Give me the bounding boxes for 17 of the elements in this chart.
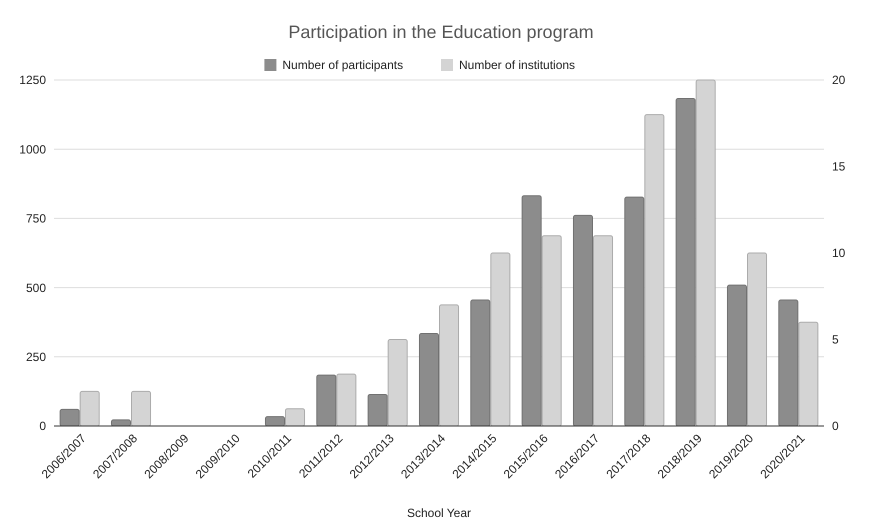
y-tick-label: 500	[26, 280, 46, 295]
y-tick-label: 1000	[19, 142, 46, 156]
legend-label: Number of participants	[282, 58, 404, 72]
y-tick-label: 0	[39, 419, 46, 434]
bar	[80, 390, 100, 426]
y-tick-label: 750	[26, 212, 46, 226]
y2-tick-label: 15	[832, 160, 846, 174]
x-axis-title: School Year	[406, 506, 472, 520]
chart-title: Participation in the Education program	[288, 22, 594, 42]
y2-tick-label: 5	[832, 332, 839, 347]
y-tick-label: 1250	[19, 73, 46, 88]
y-tick-label: 250	[26, 350, 46, 364]
y2-tick-label: 20	[832, 73, 846, 88]
legend-label: Number of institutions	[459, 58, 576, 72]
bar	[131, 390, 152, 426]
y2-tick-label: 10	[832, 246, 846, 260]
y2-tick-label: 0	[832, 419, 839, 434]
